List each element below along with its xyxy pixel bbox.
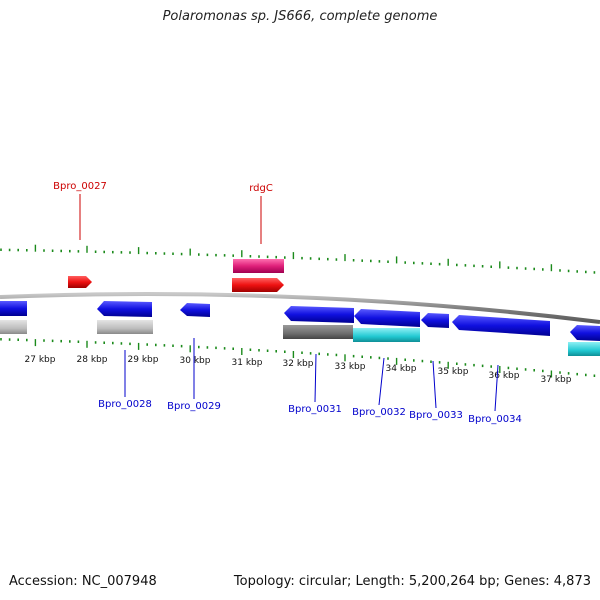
gene-bpro-0028-arrow[interactable] bbox=[97, 301, 152, 317]
kbp-tick-labels: 27 kbp 28 kbp 29 kbp 30 kbp 31 kbp 32 kb… bbox=[25, 355, 572, 385]
tick-label: 29 kbp bbox=[128, 355, 159, 365]
gene-right-edge-arrow[interactable] bbox=[570, 325, 600, 341]
tick-label: 36 kbp bbox=[489, 371, 520, 381]
gene-rdgc-arrow[interactable] bbox=[232, 278, 284, 292]
cds-right-edge-bar[interactable] bbox=[568, 342, 600, 356]
gene-bpro-0034-arrow[interactable] bbox=[452, 315, 550, 336]
tick-label: 27 kbp bbox=[25, 355, 56, 365]
tick-label: 35 kbp bbox=[438, 367, 469, 377]
gene-rdgc-rna-bar[interactable] bbox=[233, 259, 284, 273]
gene-label-bpro-0028[interactable]: Bpro_0028 bbox=[98, 399, 152, 410]
gene-label-bpro-0031[interactable]: Bpro_0031 bbox=[288, 404, 342, 415]
tick-label: 30 kbp bbox=[180, 356, 211, 366]
cds-bpro-0031-bar[interactable] bbox=[283, 325, 353, 339]
gene-left-edge-arrow[interactable] bbox=[0, 301, 27, 316]
cds-bpro-0032-bar[interactable] bbox=[353, 328, 420, 342]
gene-label-bpro-0034[interactable]: Bpro_0034 bbox=[468, 414, 522, 425]
gene-bpro-0033-arrow[interactable] bbox=[421, 313, 449, 328]
tick-label: 32 kbp bbox=[283, 359, 314, 369]
tick-label: 37 kbp bbox=[541, 375, 572, 385]
upper-tick-row bbox=[0, 244, 596, 274]
genome-info-text: Topology: circular; Length: 5,200,264 bp… bbox=[233, 574, 591, 589]
gene-label-bpro-0033[interactable]: Bpro_0033 bbox=[409, 410, 463, 421]
map-title: Polaromonas sp. JS666, complete genome bbox=[162, 9, 438, 24]
lower-tick-row bbox=[0, 338, 596, 378]
genome-backbone bbox=[0, 292, 600, 324]
gene-bpro-0029-arrow[interactable] bbox=[180, 303, 210, 317]
gene-bpro-0031-arrow[interactable] bbox=[284, 306, 354, 323]
reverse-gene-labels: Bpro_0028 Bpro_0029 Bpro_0031 Bpro_0032 … bbox=[98, 338, 522, 425]
accession-text: Accession: NC_007948 bbox=[9, 574, 157, 589]
cds-left-edge-bar[interactable] bbox=[0, 320, 27, 334]
gene-label-bpro-0029[interactable]: Bpro_0029 bbox=[167, 401, 221, 412]
tick-label: 28 kbp bbox=[77, 355, 108, 365]
gene-bpro-0032-arrow[interactable] bbox=[354, 309, 420, 327]
gene-label-bpro-0027[interactable]: Bpro_0027 bbox=[53, 181, 107, 192]
tick-label: 34 kbp bbox=[386, 364, 417, 374]
gene-label-rdgc[interactable]: rdgC bbox=[249, 183, 273, 194]
forward-gene-labels: Bpro_0027 rdgC bbox=[53, 181, 273, 244]
tick-label: 31 kbp bbox=[232, 358, 263, 368]
cds-bpro-0028-bar[interactable] bbox=[97, 320, 153, 334]
gene-bpro-0027-arrow[interactable] bbox=[68, 276, 92, 288]
gene-label-bpro-0032[interactable]: Bpro_0032 bbox=[352, 407, 406, 418]
tick-label: 33 kbp bbox=[335, 362, 366, 372]
